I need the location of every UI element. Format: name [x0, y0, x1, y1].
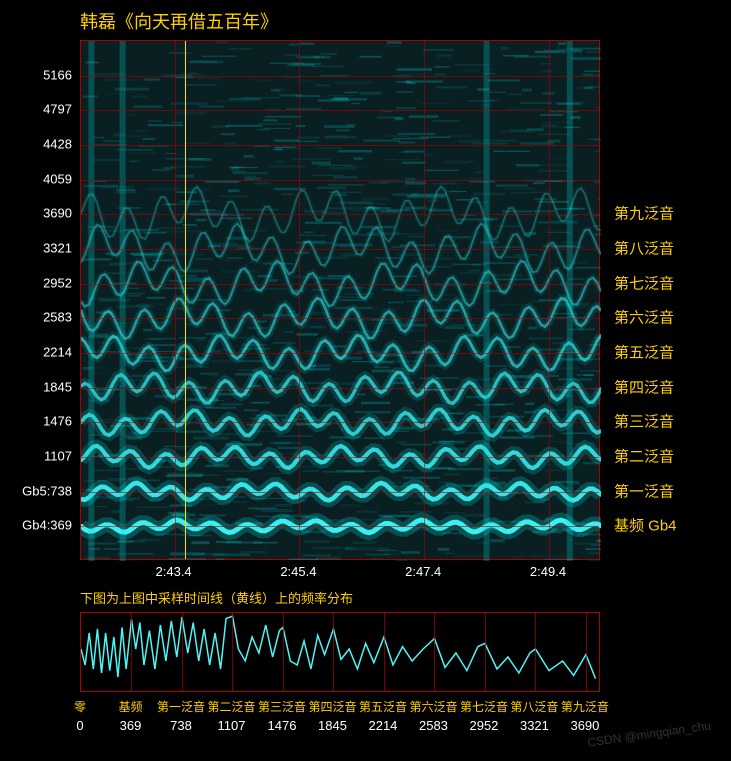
harmonic-label: 第五泛音	[614, 342, 674, 363]
freq-grid-line	[232, 613, 233, 691]
harmonic-label: 第三泛音	[614, 411, 674, 432]
harmonic-name-label: 第五泛音	[359, 698, 407, 715]
time-tick-label: 2:43.4	[156, 564, 192, 579]
grid-line-horizontal	[81, 145, 599, 146]
frequency-value-label: 369	[120, 718, 142, 733]
harmonic-label: 基频 Gb4	[614, 515, 677, 536]
freq-grid-line	[485, 613, 486, 691]
y-tick-label: Gb4:369	[22, 518, 72, 533]
y-axis: 5166 4797 4428 4059 3690 3321 2952 2583 2214 1845…	[0, 40, 76, 560]
frequency-value-label: 738	[170, 718, 192, 733]
frequency-value-label: 3690	[570, 718, 599, 733]
grid-line-horizontal	[81, 110, 599, 111]
y-tick-label: 4428	[43, 137, 72, 152]
sample-time-line	[185, 41, 186, 559]
harmonic-name-label: 第三泛音	[258, 698, 306, 715]
harmonic-label: 第六泛音	[614, 307, 674, 328]
harmonic-label: 第四泛音	[614, 376, 674, 397]
chart-title: 韩磊《向天再借五百年》	[80, 8, 278, 34]
harmonic-name-label: 第六泛音	[409, 698, 457, 715]
freq-grid-line	[182, 613, 183, 691]
y-tick-label: 5166	[43, 67, 72, 82]
frequency-value-label: 2583	[419, 718, 448, 733]
grid-line-horizontal	[81, 526, 599, 527]
frequency-value-label: 0	[76, 718, 83, 733]
harmonic-label: 第八泛音	[614, 238, 674, 259]
y-tick-label: 1845	[43, 379, 72, 394]
grid-line-horizontal	[81, 318, 599, 319]
harmonic-label: 第二泛音	[614, 446, 674, 467]
harmonic-name-label: 第二泛音	[207, 698, 255, 715]
harmonic-name-label: 基频	[118, 698, 142, 715]
frequency-value-label: 1476	[268, 718, 297, 733]
harmonic-name-label: 第一泛音	[157, 698, 205, 715]
grid-line-horizontal	[81, 76, 599, 77]
grid-line-vertical	[549, 41, 550, 559]
time-tick-label: 2:47.4	[405, 564, 441, 579]
y-tick-label: 1107	[44, 449, 72, 464]
harmonic-name-label: 第八泛音	[510, 698, 558, 715]
time-axis: 2:43.4 2:45.4 2:47.4 2:49.4	[80, 564, 600, 584]
y-tick-label: 3690	[43, 206, 72, 221]
grid-line-horizontal	[81, 214, 599, 215]
freq-grid-line	[131, 613, 132, 691]
harmonic-name-label: 第七泛音	[460, 698, 508, 715]
grid-line-horizontal	[81, 284, 599, 285]
freq-grid-line	[586, 613, 587, 691]
freq-grid-line	[283, 613, 284, 691]
frequency-value-label: 2952	[469, 718, 498, 733]
grid-line-vertical	[424, 41, 425, 559]
y-tick-label: 4797	[43, 102, 72, 117]
freq-grid-line	[384, 613, 385, 691]
grid-line-vertical	[299, 41, 300, 559]
time-tick-label: 2:45.4	[280, 564, 316, 579]
y-tick-label: 1476	[43, 414, 72, 429]
y-tick-label: 2583	[43, 310, 72, 325]
frequency-value-label: 1107	[217, 718, 245, 733]
watermark: CSDN @mingqian_chu	[586, 718, 711, 749]
grid-line-vertical	[175, 41, 176, 559]
frequency-value-label: 2214	[368, 718, 397, 733]
y-tick-label: 2214	[43, 345, 72, 360]
y-tick-label: Gb5:738	[22, 483, 72, 498]
freq-grid-line	[333, 613, 334, 691]
grid-line-horizontal	[81, 457, 599, 458]
subplot-caption: 下图为上图中采样时间线（黄线）上的频率分布	[80, 588, 353, 607]
grid-line-horizontal	[81, 353, 599, 354]
harmonic-label: 第九泛音	[614, 203, 674, 224]
grid-line-horizontal	[81, 422, 599, 423]
freq-grid-line	[535, 613, 536, 691]
harmonic-name-label: 零	[74, 698, 86, 715]
freq-grid-line	[434, 613, 435, 691]
y-tick-label: 3321	[43, 241, 72, 256]
y-tick-label: 4059	[43, 171, 72, 186]
harmonic-name-label: 第四泛音	[308, 698, 356, 715]
y-tick-label: 2952	[43, 275, 72, 290]
grid-line-horizontal	[81, 492, 599, 493]
harmonic-labels: 第九泛音第八泛音第七泛音第六泛音第五泛音第四泛音第三泛音第二泛音第一泛音基频 G…	[608, 40, 728, 560]
grid-line-horizontal	[81, 249, 599, 250]
spectrogram-chart	[80, 40, 600, 560]
frequency-value-label: 1845	[318, 718, 347, 733]
grid-line-horizontal	[81, 388, 599, 389]
frequency-distribution-chart	[80, 612, 600, 692]
time-tick-label: 2:49.4	[530, 564, 566, 579]
harmonic-label: 第七泛音	[614, 272, 674, 293]
harmonic-label: 第一泛音	[614, 480, 674, 501]
frequency-value-label: 3321	[520, 718, 549, 733]
grid-line-horizontal	[81, 180, 599, 181]
harmonic-name-label: 第九泛音	[561, 698, 609, 715]
